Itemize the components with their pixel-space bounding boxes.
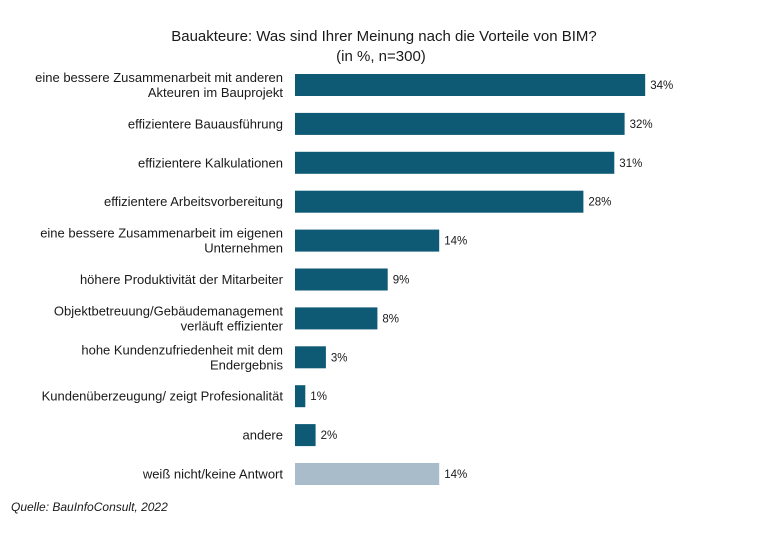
category-label-3-line-0: effizientere Arbeitsvorbereitung <box>104 194 283 209</box>
bar-10 <box>295 463 440 485</box>
value-label-10: 14% <box>444 469 467 481</box>
category-label-6-line-1: verläuft effizienter <box>181 318 284 333</box>
bar-6 <box>295 307 378 330</box>
bar-group: 34% eine bessere Zusammenarbeit mit ander… <box>35 70 673 485</box>
bar-2 <box>295 151 615 174</box>
bar-8 <box>295 385 306 408</box>
bar-3 <box>295 190 584 213</box>
bar-7 <box>295 346 326 369</box>
value-label-9: 2% <box>321 430 338 442</box>
category-label-1-line-0: effizientere Bauausführung <box>128 116 283 131</box>
category-label-10-line-0: weiß nicht/keine Antwort <box>142 467 284 482</box>
value-label-4: 14% <box>444 236 467 248</box>
value-label-7: 3% <box>331 352 348 364</box>
category-label-5-line-0: höhere Produktivität der Mitarbeiter <box>80 272 284 287</box>
category-label-2-line-0: effizientere Kalkulationen <box>138 155 283 170</box>
category-label-6-line-0: Objektbetreuung/Gebäudemanagement <box>54 303 283 318</box>
value-label-1: 32% <box>630 119 653 131</box>
bar-9 <box>295 424 316 447</box>
category-label-7-line-1: Endergebnis <box>210 357 283 372</box>
bar-1 <box>295 112 625 135</box>
chart-subtitle: (in %, n=300) <box>336 48 426 65</box>
bar-5 <box>295 268 388 291</box>
value-label-8: 1% <box>310 391 327 403</box>
category-label-4-line-1: Unternehmen <box>204 241 283 256</box>
value-label-3: 28% <box>588 197 611 209</box>
category-label-9-line-0: andere <box>243 428 283 443</box>
value-label-2: 31% <box>619 158 642 170</box>
category-label-0-line-0: eine bessere Zusammenarbeit mit anderen <box>35 70 283 85</box>
value-label-5: 9% <box>393 275 410 287</box>
value-label-6: 8% <box>382 313 399 325</box>
value-label-0: 34% <box>650 80 673 92</box>
source-note: Quelle: BauInfoConsult, 2022 <box>11 500 168 514</box>
bar-0 <box>295 74 646 96</box>
chart-title: Bauakteure: Was sind Ihrer Meinung nach … <box>171 28 597 45</box>
category-label-4-line-0: eine bessere Zusammenarbeit im eigenen <box>40 226 283 241</box>
category-label-7-line-0: hohe Kundenzufriedenheit mit dem <box>81 342 283 357</box>
category-label-8-line-0: Kundenüberzeugung/ zeigt Profesionalität <box>42 389 284 404</box>
category-label-0-line-1: Akteuren im Bauprojekt <box>148 85 284 100</box>
bar-4 <box>295 229 440 252</box>
